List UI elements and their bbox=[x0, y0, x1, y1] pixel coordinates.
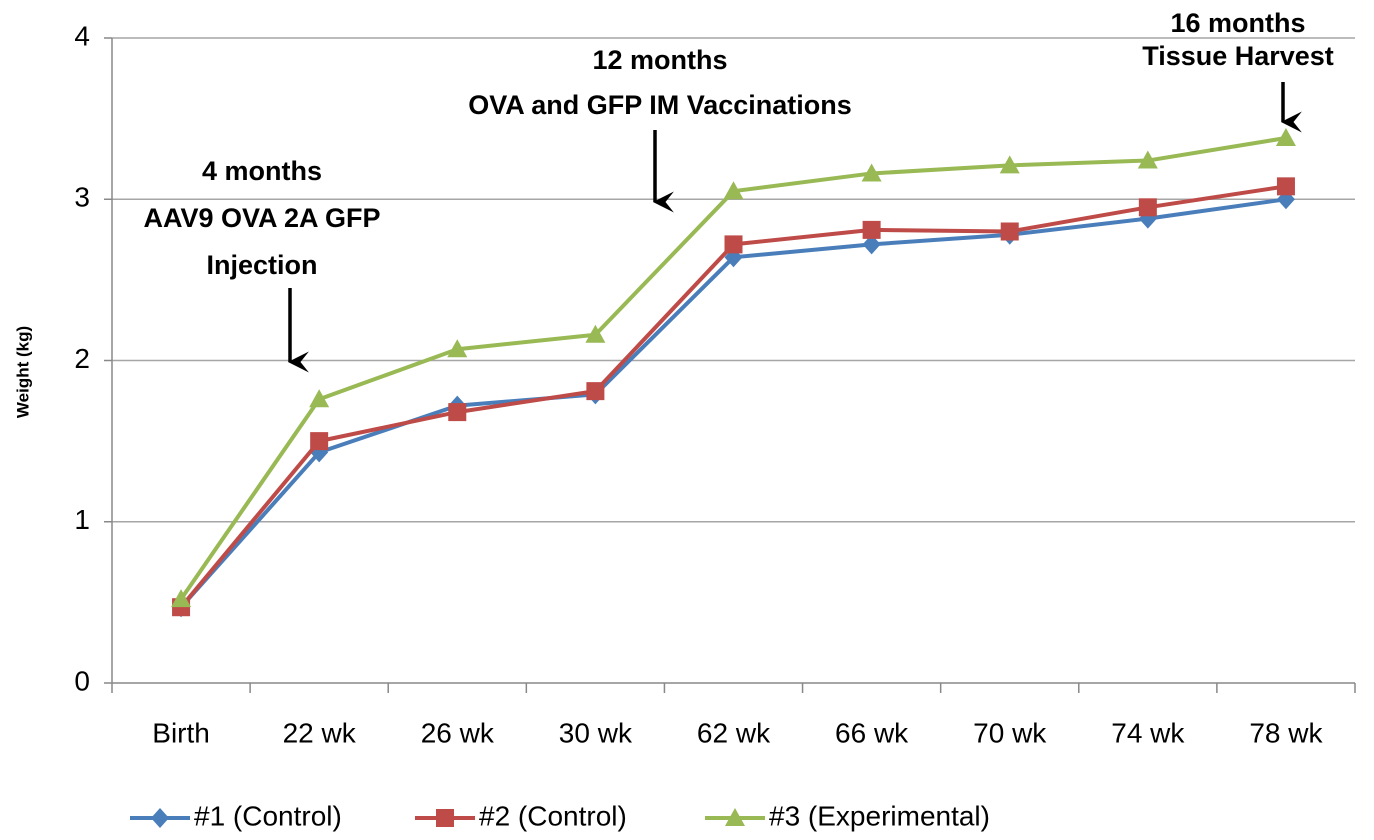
marker-triangle bbox=[723, 181, 744, 200]
marker-square bbox=[448, 403, 467, 422]
x-tick-label: Birth bbox=[152, 717, 210, 748]
marker-triangle bbox=[585, 324, 606, 343]
marker-square bbox=[310, 432, 329, 451]
marker-triangle bbox=[1275, 127, 1296, 146]
marker-triangle bbox=[725, 808, 745, 826]
annotation-text: 16 months bbox=[1170, 8, 1305, 38]
legend-item: #2 (Control) bbox=[415, 800, 627, 831]
annotation: 4 months AAV9 OVA 2A GFP Injection bbox=[143, 156, 381, 373]
marker-triangle bbox=[861, 163, 882, 182]
marker-diamond bbox=[151, 808, 169, 828]
y-tick-label: 1 bbox=[74, 504, 90, 535]
legend-item: #1 (Control) bbox=[130, 800, 342, 831]
marker-square bbox=[586, 382, 605, 401]
marker-square bbox=[862, 220, 881, 239]
x-tick-label: 26 wk bbox=[421, 717, 495, 748]
y-tick-label: 4 bbox=[74, 20, 90, 51]
marker-triangle bbox=[309, 389, 330, 408]
marker-square bbox=[1000, 222, 1019, 241]
x-tick-label: 30 wk bbox=[559, 717, 633, 748]
marker-diamond bbox=[862, 234, 881, 255]
legend-label: #3 (Experimental) bbox=[769, 800, 990, 831]
x-tick-label: 78 wk bbox=[1249, 717, 1323, 748]
marker-triangle bbox=[447, 339, 468, 358]
marker-triangle bbox=[999, 155, 1020, 174]
annotation-text: 12 months bbox=[592, 45, 727, 75]
annotation-text: Tissue Harvest bbox=[1142, 41, 1334, 71]
y-tick-label: 2 bbox=[74, 343, 90, 374]
marker-square bbox=[1276, 177, 1295, 196]
x-tick-label: 22 wk bbox=[283, 717, 357, 748]
marker-triangle bbox=[171, 589, 192, 608]
annotation-text: 4 months bbox=[202, 156, 322, 186]
y-tick-label: 3 bbox=[74, 182, 90, 213]
marker-triangle bbox=[1137, 150, 1158, 169]
annotation-text: AAV9 OVA 2A GFP bbox=[143, 203, 380, 233]
x-tick-label: 74 wk bbox=[1111, 717, 1185, 748]
x-tick-label: 62 wk bbox=[697, 717, 771, 748]
x-tick-label: 66 wk bbox=[835, 717, 909, 748]
marker-square bbox=[724, 235, 743, 254]
x-tick-label: 70 wk bbox=[973, 717, 1047, 748]
y-tick-label: 0 bbox=[74, 665, 90, 696]
annotation: 12 months OVA and GFP IM Vaccinations bbox=[468, 45, 852, 213]
legend-label: #1 (Control) bbox=[194, 800, 342, 831]
annotation-text: Injection bbox=[206, 250, 317, 280]
annotation-text: OVA and GFP IM Vaccinations bbox=[468, 90, 852, 120]
marker-square bbox=[436, 809, 454, 827]
y-axis-title: Weight (kg) bbox=[13, 326, 32, 418]
marker-square bbox=[1138, 198, 1157, 217]
legend-item: #3 (Experimental) bbox=[705, 800, 990, 831]
legend-label: #2 (Control) bbox=[479, 800, 627, 831]
